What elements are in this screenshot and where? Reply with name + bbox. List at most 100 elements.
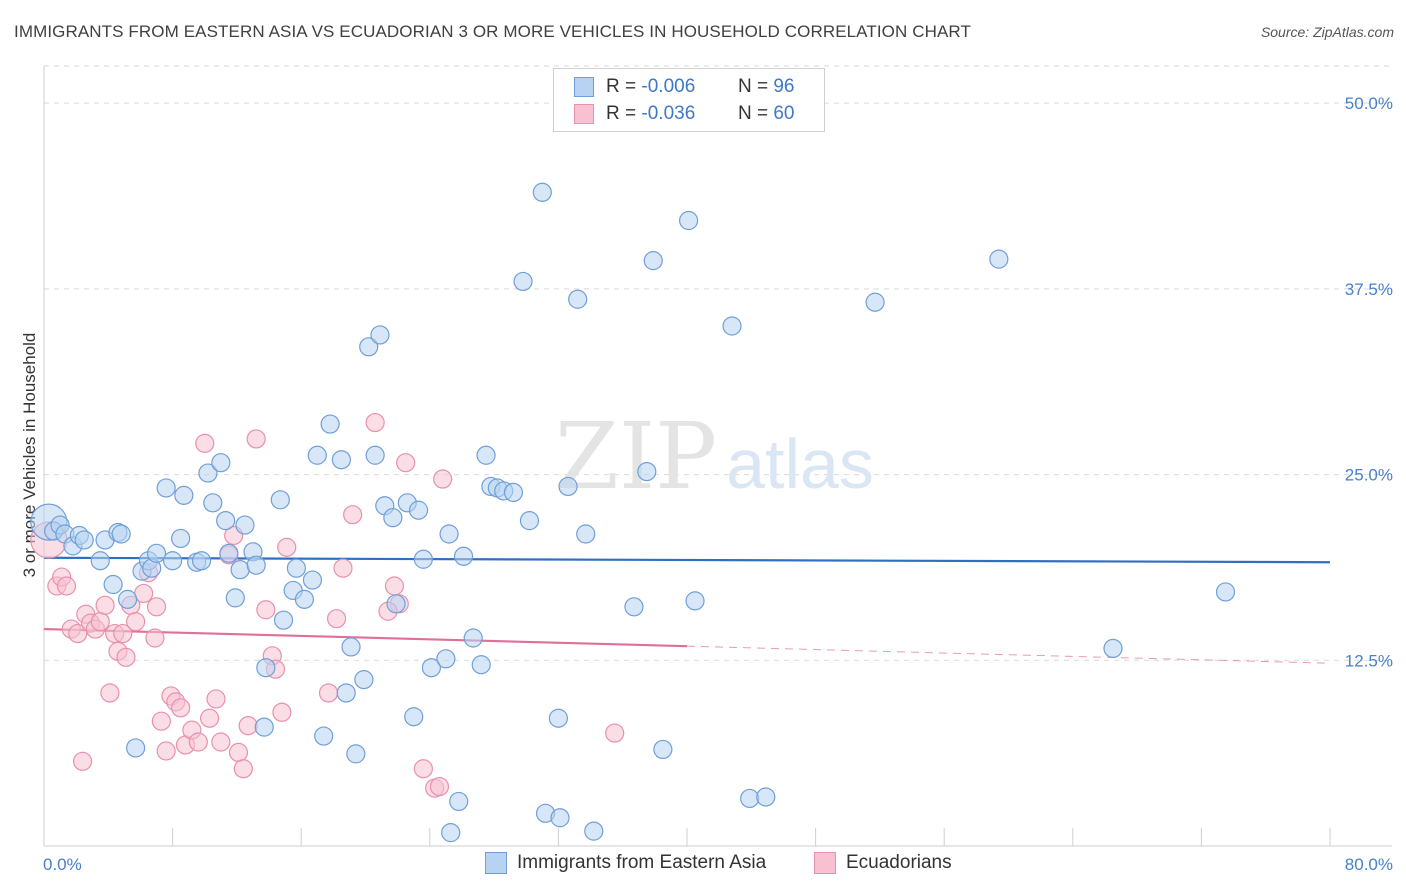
ecuadorian-point: [233, 759, 253, 779]
r-value: -0.006: [641, 76, 696, 97]
ecuadorian-point: [199, 708, 220, 728]
gridlines: [44, 65, 1392, 661]
ecuadorian-point: [365, 412, 385, 433]
eastern-asia-point: [359, 337, 379, 357]
eastern-asia-point: [126, 738, 146, 758]
eastern-asia-point: [503, 482, 523, 502]
eastern-asia-point: [513, 271, 533, 292]
eastern-asia-point: [146, 543, 167, 563]
eastern-asia-point: [174, 485, 194, 505]
eastern-asia-point: [1215, 582, 1236, 602]
ecuadorian-point: [156, 741, 176, 761]
ecuadorian-point: [151, 711, 171, 731]
ecuadorian-point: [195, 433, 215, 453]
eastern-asia-point: [1103, 638, 1123, 659]
y-tick-label: 12.5%: [1345, 651, 1393, 670]
r-label: R =: [606, 103, 637, 124]
ecuadorian-point: [384, 576, 405, 596]
eastern-asia-point: [225, 588, 245, 608]
eastern-asia-point: [216, 511, 236, 531]
eastern-asia-point: [270, 490, 290, 510]
ecuadorian-trend-line: [43, 627, 688, 648]
eastern-asia-point: [246, 555, 266, 575]
eastern-asia-point: [989, 249, 1009, 269]
series-legend: Immigrants from Eastern Asia Ecuadorians: [0, 852, 1406, 878]
ecuadorian-point: [211, 732, 231, 752]
eastern-asia-point: [637, 462, 657, 482]
ecuadorian-point: [68, 623, 88, 644]
ecuadorian-point: [256, 600, 276, 620]
eastern-asia-point: [653, 739, 673, 760]
eastern-asia-point: [865, 292, 885, 312]
eastern-asia-point: [421, 658, 442, 678]
ecuadorian-point: [396, 453, 416, 473]
eastern-asia-point: [471, 655, 491, 675]
ecuadorian-point: [433, 469, 453, 489]
eastern-asia-point: [449, 791, 469, 812]
eastern-asia-point: [273, 610, 294, 630]
eastern-asia-point: [254, 717, 274, 737]
eastern-asia-point: [568, 289, 588, 309]
ecuadorian-point: [272, 702, 292, 722]
source-credit: Source: ZipAtlas.com: [1260, 24, 1394, 40]
eastern-asia-point: [191, 551, 212, 571]
r-label: R =: [606, 76, 637, 97]
n-label: N =: [737, 76, 769, 97]
stats-legend-row-pink: R = -0.036 N = 60: [574, 102, 794, 126]
eastern-asia-point: [679, 210, 699, 231]
watermark-atlas: atlas: [726, 425, 874, 503]
eastern-asia-point: [386, 594, 406, 614]
ecuadorian-point: [171, 698, 191, 718]
eastern-asia-point: [171, 528, 191, 549]
n-label: N =: [737, 103, 769, 124]
ecuadorian-point: [413, 759, 433, 779]
tick-labels: 12.5% 25.0% 37.5% 50.0% 0.0% 80.0%: [43, 94, 1393, 874]
watermark: ZIP atlas: [555, 403, 874, 510]
eastern-asia-point: [404, 707, 424, 727]
ecuadorian-trend-extension: [686, 645, 1331, 664]
ecuadorian-point: [146, 597, 167, 617]
eastern-asia-point: [203, 493, 223, 513]
eastern-asia-point: [532, 182, 552, 202]
stats-legend: R = -0.006 N = 96 R = -0.036 N = 60: [553, 68, 825, 132]
eastern-asia-point: [441, 823, 461, 843]
eastern-asia-point: [286, 558, 306, 578]
ecuadorian-point: [318, 683, 339, 703]
legend-label: Ecuadorians: [846, 852, 952, 873]
y-tick-label: 37.5%: [1345, 280, 1393, 299]
ecuadorian-point: [113, 623, 133, 644]
y-tick-label: 25.0%: [1345, 466, 1393, 485]
data-points: [30, 182, 1236, 843]
ecuadorian-point: [238, 716, 258, 736]
eastern-asia-point: [156, 478, 176, 498]
ecuadorian-point: [206, 689, 226, 709]
ecuadorian-point: [56, 576, 77, 596]
eastern-asia-point: [103, 574, 123, 595]
r-value: -0.036: [641, 103, 696, 124]
eastern-asia-point: [722, 316, 742, 336]
legend-item-eastern-asia[interactable]: Immigrants from Eastern Asia: [485, 852, 766, 874]
eastern-asia-point: [439, 524, 459, 544]
blue-swatch-icon: [574, 77, 594, 97]
ecuadorian-point: [277, 537, 297, 557]
ecuadorian-point: [326, 609, 347, 629]
eastern-asia-point: [584, 821, 604, 841]
legend-item-ecuadorians[interactable]: Ecuadorians: [814, 852, 952, 874]
eastern-asia-point: [756, 787, 776, 807]
blue-square-icon: [485, 852, 507, 874]
ecuadorian-point: [605, 723, 625, 743]
eastern-asia-point: [163, 551, 183, 571]
eastern-asia-point: [90, 551, 110, 571]
eastern-asia-point: [230, 560, 250, 580]
ecuadorian-point: [246, 429, 266, 449]
eastern-asia-point: [117, 589, 138, 609]
ecuadorian-point: [228, 742, 249, 763]
eastern-asia-point: [548, 708, 569, 728]
eastern-asia-point: [354, 669, 374, 690]
pink-swatch-icon: [574, 104, 594, 124]
eastern-asia-point: [408, 500, 429, 520]
eastern-asia-point: [383, 508, 403, 528]
eastern-asia-point: [519, 511, 540, 531]
eastern-asia-point: [111, 524, 131, 544]
